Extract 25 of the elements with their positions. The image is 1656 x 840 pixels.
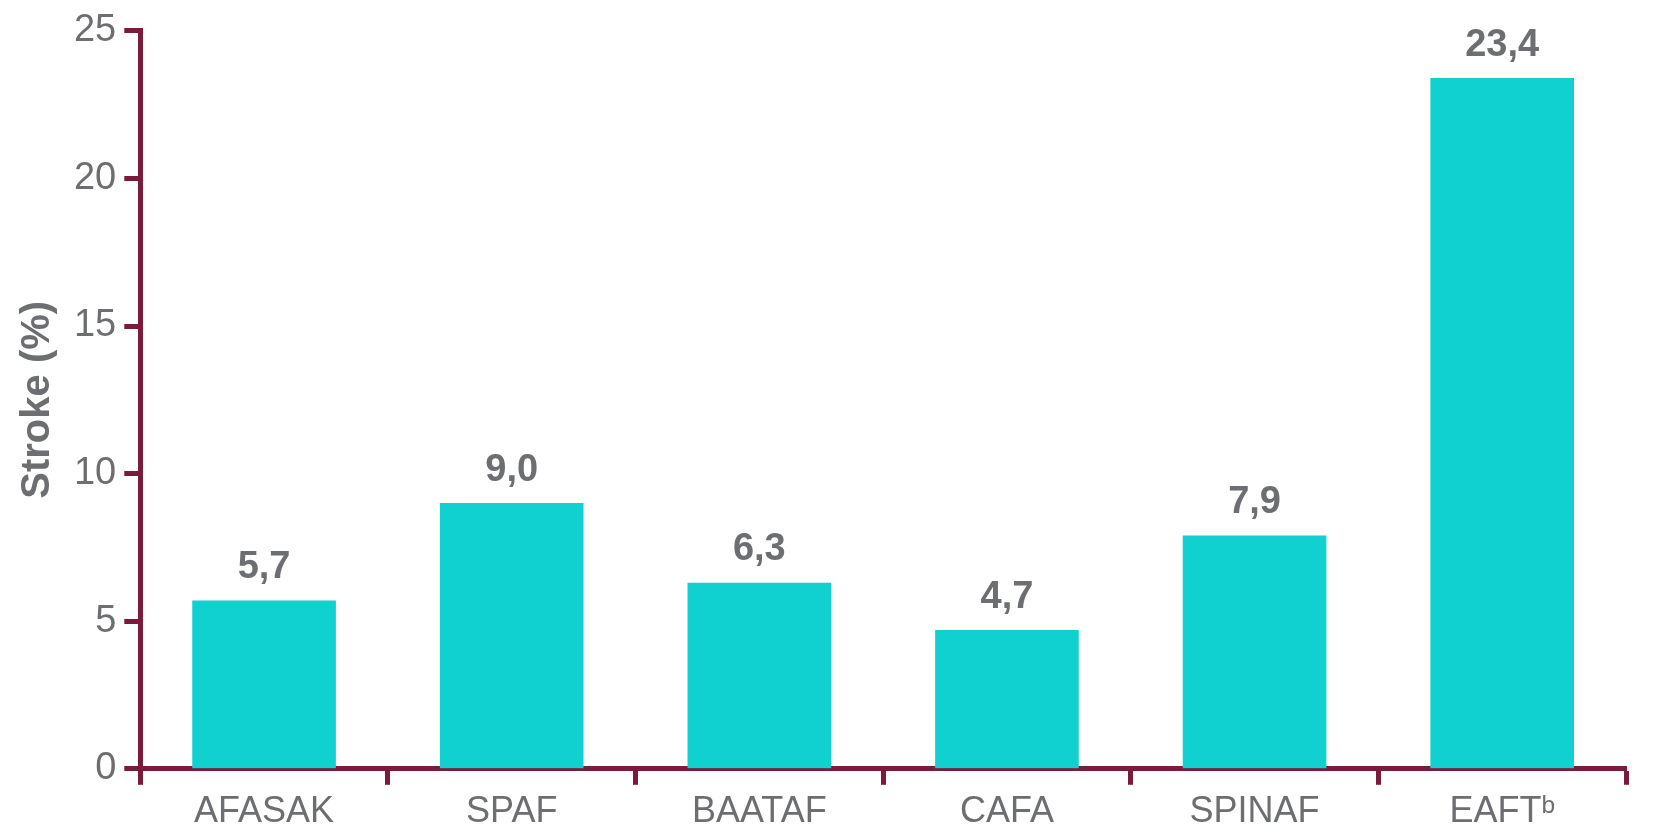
bar (687, 582, 832, 769)
y-tick-label: 20 (73, 154, 117, 197)
y-tick-label: 15 (73, 302, 117, 345)
y-tick-label: 10 (73, 450, 117, 493)
x-tick-label: CAFA (959, 789, 1054, 831)
y-tick-label: 0 (95, 745, 117, 788)
bar (192, 600, 336, 769)
data-label: 5,7 (237, 544, 291, 587)
x-tick-label: SPAF (466, 789, 558, 831)
x-tick-label: SPINAF (1189, 789, 1320, 831)
data-label: 9,0 (485, 446, 539, 489)
data-label: 7,9 (1228, 479, 1281, 522)
data-label: 4,7 (980, 573, 1034, 616)
bar (1182, 535, 1327, 769)
bar (1430, 78, 1574, 769)
y-axis-title: Stroke (%) (13, 300, 58, 499)
bar (439, 503, 584, 769)
x-tick-label: EAFTᵇ (1449, 789, 1555, 831)
bar (935, 630, 1079, 769)
data-label: 6,3 (732, 526, 786, 569)
x-tick-label: BAATAF (691, 789, 827, 831)
y-tick-label: 5 (95, 597, 117, 640)
y-tick-label: 25 (73, 7, 117, 50)
x-tick-label: AFASAK (194, 789, 335, 831)
data-label: 23,4 (1465, 21, 1540, 64)
